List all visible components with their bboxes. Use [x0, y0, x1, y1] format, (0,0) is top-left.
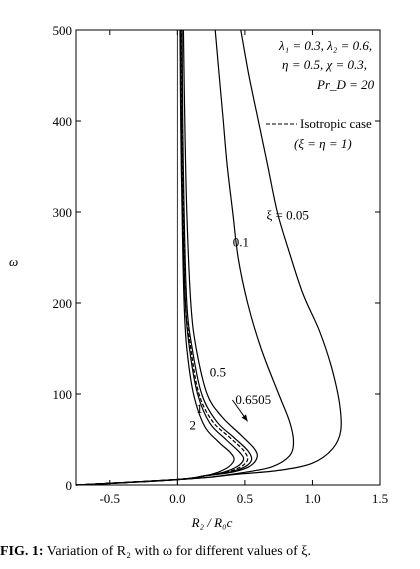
x-tick-label: 1.5 — [372, 491, 388, 506]
curve-labels: ξ = 0.05 0.1 0.5 0.6505 12 — [189, 207, 308, 432]
series-line--0.05 — [75, 29, 342, 486]
axis-ticks: -0.5 0.0 0.5 1.0 1.5 0 100 200 300 400 500 — [53, 23, 389, 506]
x-tick-label: -0.5 — [99, 491, 120, 506]
series-line-0.1 — [75, 29, 295, 486]
y-axis-label: ω — [9, 254, 18, 269]
y-tick-label: 500 — [53, 23, 73, 38]
series-line-0.5 — [75, 29, 258, 486]
y-axis-title: ω — [9, 254, 18, 269]
parameter-annotation: λ₁ = 0.3, λ₂ = 0.6, η = 0.5, χ = 0.3, Pr… — [278, 38, 375, 92]
curve-label: 1 — [196, 401, 203, 416]
x-axis-title: R₂ / R₀c — [191, 515, 233, 530]
y-tick-label: 300 — [53, 205, 73, 220]
x-tick-label: 1.0 — [304, 491, 320, 506]
curve-label: 0.1 — [233, 235, 249, 250]
legend: Isotropic case (ξ = η = 1) — [266, 116, 372, 151]
series-line-2 — [75, 29, 235, 486]
x-axis-label: R₂ / R₀c — [191, 515, 233, 530]
caption-text: Variation of R₂ with ω for different val… — [43, 544, 312, 559]
curve-label: 2 — [189, 417, 196, 432]
x-tick-label: 0.0 — [169, 491, 185, 506]
x-tick-label: 0.5 — [237, 491, 253, 506]
params-line-3: Pr_D = 20 — [316, 77, 375, 92]
legend-label: Isotropic case — [300, 116, 372, 131]
legend-sublabel: (ξ = η = 1) — [294, 136, 352, 151]
y-tick-label: 200 — [53, 296, 73, 311]
figure-caption: FIG. 1: Variation of R₂ with ω for diffe… — [0, 544, 420, 560]
plot-frame — [75, 29, 381, 486]
series-line-isotropic — [75, 29, 249, 486]
caption-prefix: FIG. 1: — [0, 544, 44, 559]
y-tick-label: 100 — [53, 387, 73, 402]
params-line-1: λ₁ = 0.3, λ₂ = 0.6, — [278, 38, 372, 53]
curve-label: 0.5 — [210, 365, 226, 380]
curves — [75, 29, 342, 486]
curve-label: ξ = 0.05 — [267, 207, 309, 222]
params-line-2: η = 0.5, χ = 0.3, — [282, 57, 367, 72]
pointer-arrow-head — [241, 414, 248, 422]
series-line-0.6505 — [75, 29, 253, 486]
curve-label: 0.6505 — [235, 392, 271, 407]
series-line-1 — [75, 29, 245, 486]
y-tick-label: 0 — [66, 478, 73, 493]
y-tick-label: 400 — [53, 114, 73, 129]
